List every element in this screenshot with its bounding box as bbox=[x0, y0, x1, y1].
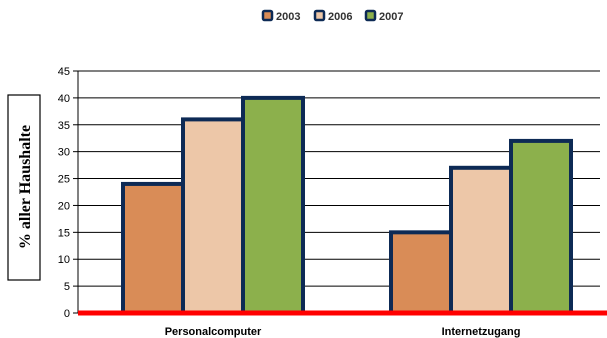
legend: 2003 2006 2007 bbox=[261, 9, 403, 23]
y-tick-label: 0 bbox=[64, 308, 70, 320]
legend-label: 2003 bbox=[276, 11, 300, 23]
y-tick-label: 20 bbox=[58, 200, 70, 212]
y-axis-label-group: % aller Haushalte bbox=[7, 94, 41, 281]
category-labels: Personalcomputer Internetzugang bbox=[165, 326, 521, 338]
y-tick-label: 45 bbox=[58, 66, 70, 78]
bar-2003-1 bbox=[389, 230, 453, 315]
y-tick-label: 35 bbox=[58, 120, 70, 132]
y-axis-label: % aller Haushalte bbox=[17, 125, 34, 249]
y-tick-label: 30 bbox=[58, 147, 70, 159]
category-label: Internetzugang bbox=[442, 326, 521, 338]
y-axis-label-box bbox=[7, 94, 41, 281]
bars bbox=[121, 95, 573, 316]
bar-2003-0 bbox=[121, 181, 185, 315]
y-tick-label: 25 bbox=[58, 174, 70, 186]
bar-2007-0 bbox=[241, 95, 305, 315]
legend-label: 2007 bbox=[379, 11, 403, 23]
legend-swatch-2007 bbox=[364, 9, 377, 22]
y-tick-label: 10 bbox=[58, 254, 70, 266]
y-tick-label: 40 bbox=[58, 93, 70, 105]
bar-2006-1 bbox=[449, 165, 513, 315]
y-axis-ticks: 0 5 10 15 20 25 30 35 40 45 bbox=[58, 66, 79, 320]
legend-label: 2006 bbox=[328, 11, 352, 23]
legend-swatch-2003 bbox=[261, 9, 274, 22]
y-tick-label: 5 bbox=[64, 281, 70, 293]
category-label: Personalcomputer bbox=[165, 326, 262, 338]
bar-2007-1 bbox=[509, 138, 573, 315]
legend-swatch-2006 bbox=[313, 9, 326, 22]
y-tick-label: 15 bbox=[58, 227, 70, 239]
bar-2006-0 bbox=[181, 117, 245, 316]
